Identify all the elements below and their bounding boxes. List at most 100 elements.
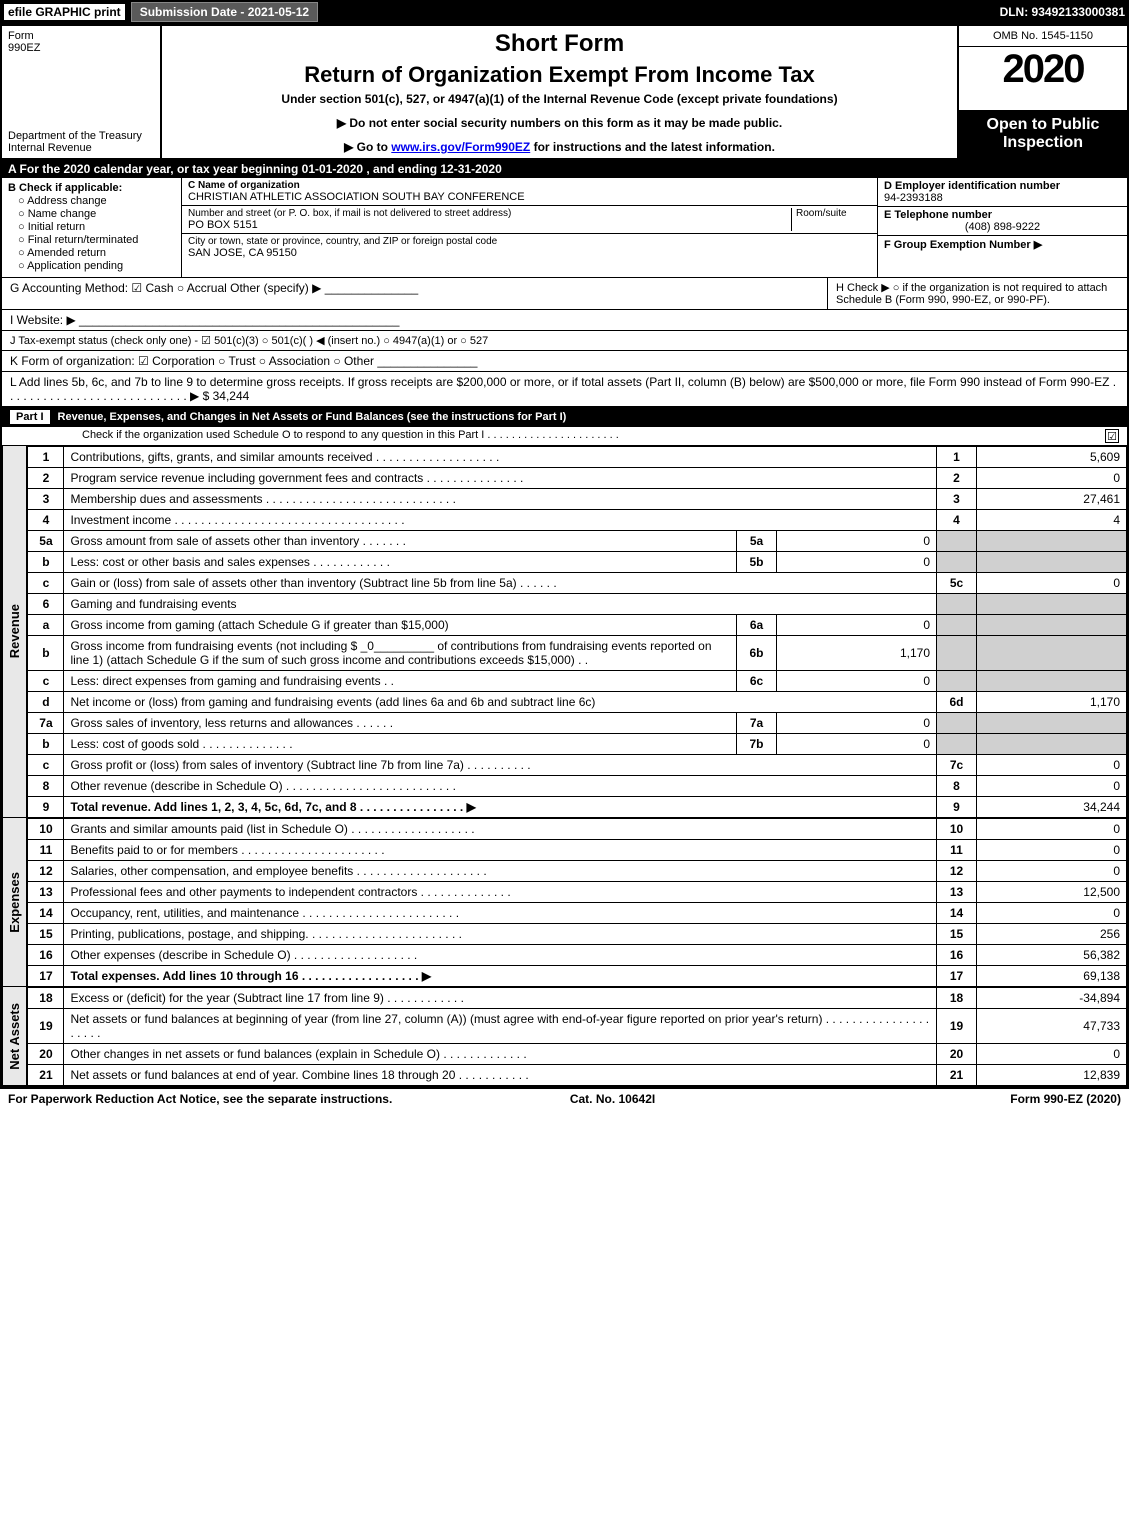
revenue-word: Revenue bbox=[7, 604, 22, 658]
result-val: 56,382 bbox=[977, 945, 1127, 966]
line-num: 3 bbox=[28, 489, 64, 510]
result-num bbox=[937, 594, 977, 615]
ein-value: 94-2393188 bbox=[884, 192, 943, 204]
b-title: B Check if applicable: bbox=[8, 182, 122, 194]
result-num bbox=[937, 615, 977, 636]
title-short-form: Short Form bbox=[170, 30, 949, 58]
result-val: 0 bbox=[977, 861, 1127, 882]
sub-line-num: 7b bbox=[737, 734, 777, 755]
line-num: 18 bbox=[28, 988, 64, 1009]
line-num: 14 bbox=[28, 903, 64, 924]
part-1-subtext: Check if the organization used Schedule … bbox=[82, 429, 619, 443]
ck-name[interactable]: Name change bbox=[18, 208, 175, 220]
irs-link[interactable]: www.irs.gov/Form990EZ bbox=[391, 140, 530, 154]
sub-line-val: 0 bbox=[777, 531, 937, 552]
notice-pre: ▶ Go to bbox=[344, 140, 391, 154]
tel-value: (408) 898-9222 bbox=[884, 221, 1121, 233]
c-addr-lbl: Number and street (or P. O. box, if mail… bbox=[188, 208, 791, 219]
header-center: Short Form Return of Organization Exempt… bbox=[162, 26, 957, 158]
result-num bbox=[937, 734, 977, 755]
line-desc: Gross income from fundraising events (no… bbox=[64, 636, 737, 671]
line-desc: Membership dues and assessments . . . . … bbox=[64, 489, 937, 510]
form-990ez: Form 990EZ Department of the Treasury In… bbox=[0, 24, 1129, 1088]
tax-year: 2020 bbox=[959, 47, 1127, 110]
sub-line-num: 6a bbox=[737, 615, 777, 636]
result-val: 0 bbox=[977, 755, 1127, 776]
line-desc: Total expenses. Add lines 10 through 16 … bbox=[64, 966, 937, 987]
part-1-sub: Check if the organization used Schedule … bbox=[2, 427, 1127, 446]
netassets-side-label: Net Assets bbox=[2, 987, 27, 1086]
result-val: 12,839 bbox=[977, 1065, 1127, 1086]
result-num: 1 bbox=[937, 447, 977, 468]
schedule-o-check[interactable]: ☑ bbox=[1105, 429, 1119, 443]
line-desc: Program service revenue including govern… bbox=[64, 468, 937, 489]
line-num: 9 bbox=[28, 797, 64, 818]
line-desc: Gross profit or (loss) from sales of inv… bbox=[64, 755, 937, 776]
line-desc: Printing, publications, postage, and shi… bbox=[64, 924, 937, 945]
line-num: 20 bbox=[28, 1044, 64, 1065]
dept-label: Department of the Treasury Internal Reve… bbox=[8, 130, 154, 154]
sub-line-val: 0 bbox=[777, 615, 937, 636]
result-num: 16 bbox=[937, 945, 977, 966]
subtitle: Under section 501(c), 527, or 4947(a)(1)… bbox=[170, 92, 949, 106]
result-num bbox=[937, 531, 977, 552]
ck-amended[interactable]: Amended return bbox=[18, 247, 175, 259]
netassets-word: Net Assets bbox=[7, 1003, 22, 1070]
line-num: 4 bbox=[28, 510, 64, 531]
result-num: 10 bbox=[937, 819, 977, 840]
form-header: Form 990EZ Department of the Treasury In… bbox=[2, 26, 1127, 160]
line-h: H Check ▶ ○ if the organization is not r… bbox=[827, 278, 1127, 309]
result-val bbox=[977, 615, 1127, 636]
result-num: 17 bbox=[937, 966, 977, 987]
dln-label: DLN: 93492133000381 bbox=[1000, 5, 1125, 19]
result-val bbox=[977, 594, 1127, 615]
result-val: 4 bbox=[977, 510, 1127, 531]
efile-label[interactable]: efile GRAPHIC print bbox=[4, 4, 125, 20]
line-num: d bbox=[28, 692, 64, 713]
notice-ssn: ▶ Do not enter social security numbers o… bbox=[170, 116, 949, 130]
c-city-lbl: City or town, state or province, country… bbox=[188, 236, 871, 247]
result-num: 12 bbox=[937, 861, 977, 882]
line-num: 13 bbox=[28, 882, 64, 903]
line-desc: Other changes in net assets or fund bala… bbox=[64, 1044, 937, 1065]
result-val: 34,244 bbox=[977, 797, 1127, 818]
line-num: c bbox=[28, 573, 64, 594]
ck-initial[interactable]: Initial return bbox=[18, 221, 175, 233]
result-num: 3 bbox=[937, 489, 977, 510]
line-desc: Grants and similar amounts paid (list in… bbox=[64, 819, 937, 840]
org-name: CHRISTIAN ATHLETIC ASSOCIATION SOUTH BAY… bbox=[188, 191, 871, 203]
ck-address[interactable]: Address change bbox=[18, 195, 175, 207]
line-desc: Gross income from gaming (attach Schedul… bbox=[64, 615, 737, 636]
result-num bbox=[937, 552, 977, 573]
result-val: 47,733 bbox=[977, 1009, 1127, 1044]
result-num: 8 bbox=[937, 776, 977, 797]
result-val: -34,894 bbox=[977, 988, 1127, 1009]
line-l: L Add lines 5b, 6c, and 7b to line 9 to … bbox=[2, 372, 1127, 407]
open-public: Open to Public Inspection bbox=[959, 110, 1127, 158]
line-desc: Less: cost of goods sold . . . . . . . .… bbox=[64, 734, 737, 755]
line-num: 6 bbox=[28, 594, 64, 615]
result-val: 5,609 bbox=[977, 447, 1127, 468]
revenue-side-label: Revenue bbox=[2, 446, 27, 818]
c-addr-block: Number and street (or P. O. box, if mail… bbox=[182, 206, 877, 234]
sub-line-val: 0 bbox=[777, 671, 937, 692]
ck-pending[interactable]: Application pending bbox=[18, 260, 175, 272]
room-lbl: Room/suite bbox=[796, 208, 871, 219]
line-num: 21 bbox=[28, 1065, 64, 1086]
result-num bbox=[937, 636, 977, 671]
result-val: 0 bbox=[977, 903, 1127, 924]
line-num: 16 bbox=[28, 945, 64, 966]
result-val: 0 bbox=[977, 1044, 1127, 1065]
line-g: G Accounting Method: ☑ Cash ○ Accrual Ot… bbox=[2, 278, 827, 309]
line-desc: Investment income . . . . . . . . . . . … bbox=[64, 510, 937, 531]
line-num: 7a bbox=[28, 713, 64, 734]
line-desc: Professional fees and other payments to … bbox=[64, 882, 937, 903]
revenue-table: 1Contributions, gifts, grants, and simil… bbox=[27, 446, 1127, 818]
footer-catno: Cat. No. 10642I bbox=[570, 1092, 655, 1106]
line-num: 8 bbox=[28, 776, 64, 797]
result-val: 256 bbox=[977, 924, 1127, 945]
footer-right: Form 990-EZ (2020) bbox=[1010, 1092, 1121, 1106]
d-ein: D Employer identification number 94-2393… bbox=[878, 178, 1127, 207]
ck-final[interactable]: Final return/terminated bbox=[18, 234, 175, 246]
result-val: 0 bbox=[977, 468, 1127, 489]
